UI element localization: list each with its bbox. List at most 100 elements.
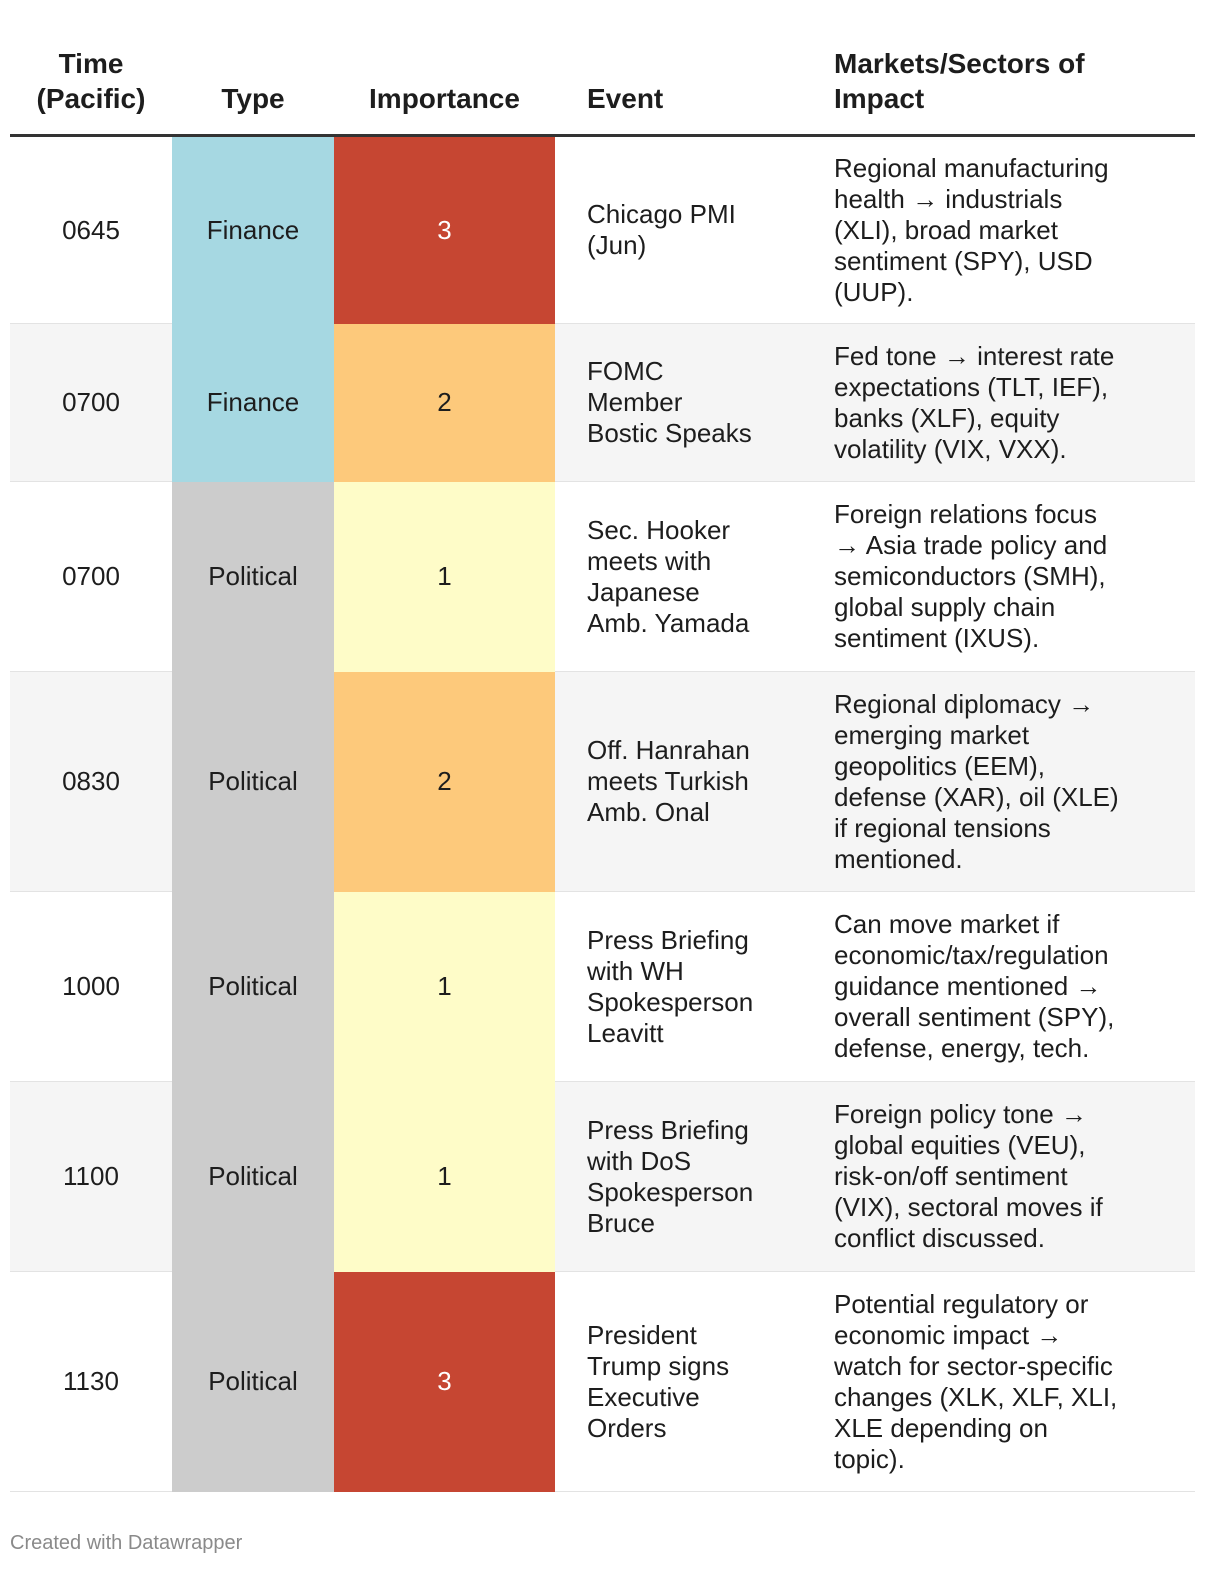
cell-time: 0830: [10, 671, 172, 892]
cell-line: global supply chain: [834, 592, 1056, 622]
cell-type: Political: [172, 891, 334, 1082]
table-body: 0645 Finance 3 Chicago PMI (Jun) Regional man…: [10, 135, 1195, 1492]
cell-type: Finance: [172, 323, 334, 482]
header-importance-label: Importance: [369, 83, 520, 114]
cell-time: 1130: [10, 1271, 172, 1492]
cell-type: Political: [172, 1271, 334, 1492]
cell-type: Political: [172, 1081, 334, 1272]
cell-type: Political: [172, 481, 334, 672]
cell-importance: 2: [334, 323, 555, 482]
header-type-label: Type: [221, 83, 285, 114]
cell-line: Orders: [587, 1412, 667, 1443]
cell-line: Press Briefing: [587, 1114, 749, 1145]
cell-importance: 1: [334, 481, 555, 672]
cell-line: Sec. Hooker: [587, 514, 731, 545]
table-row: 1000 Political 1 Press Briefing with WH Spoke…: [10, 891, 1195, 1082]
cell-line: Amb. Onal: [587, 797, 710, 827]
cell-line: health → industrials: [834, 183, 1063, 214]
cell-line: conflict discussed.: [834, 1223, 1045, 1253]
cell-line: overall sentiment (SPY),: [834, 1002, 1115, 1032]
table-row: 0700 Political 1 Sec. Hooker meets with Japan…: [10, 481, 1195, 672]
cell-line: Bruce: [587, 1207, 655, 1238]
cell-line: economic impact →: [834, 1319, 1063, 1350]
cell-line: Member: [587, 387, 683, 417]
cell-event: FOMC Member Bostic Speaks: [555, 323, 814, 482]
cell-line: sentiment (SPY), USD: [834, 245, 1093, 276]
cell-impact: Regional diplomacy → emerging market geopo…: [814, 671, 1195, 892]
cell-line: semiconductors (SMH),: [834, 561, 1106, 591]
cell-line: Can move market if: [834, 909, 1060, 939]
cell-line: if regional tensions: [834, 812, 1051, 843]
cell-line: Trump signs: [587, 1350, 730, 1381]
cell-line: watch for sector-specific: [834, 1350, 1113, 1381]
cell-line: mentioned.: [834, 843, 963, 874]
table-row: 0830 Political 2 Off. Hanrahan meets Turkish…: [10, 671, 1195, 892]
cell-line: meets with: [587, 545, 712, 576]
header-importance: Importance: [334, 40, 555, 137]
cell-line: (VIX), sectoral moves if: [834, 1192, 1103, 1222]
cell-line: geopolitics (EEM),: [834, 750, 1045, 781]
cell-importance: 3: [334, 135, 555, 324]
cell-line: meets Turkish: [587, 766, 749, 796]
cell-line: Japanese: [587, 576, 700, 607]
events-table: Time (Pacific) Type Importance Event Mar…: [10, 40, 1195, 1492]
cell-line: banks (XLF), equity: [834, 402, 1060, 433]
cell-line: (UUP).: [834, 276, 914, 307]
cell-line: with WH: [587, 955, 684, 986]
cell-line: defense, energy, tech.: [834, 1033, 1090, 1063]
cell-line: Spokesperson: [587, 986, 754, 1017]
cell-line: changes (XLK, XLF, XLI,: [834, 1381, 1118, 1412]
cell-time: 1100: [10, 1081, 172, 1272]
cell-importance: 1: [334, 1081, 555, 1272]
cell-event: Chicago PMI (Jun): [555, 135, 814, 324]
cell-event: President Trump signs Executive Orders: [555, 1271, 814, 1492]
cell-time: 1000: [10, 891, 172, 1082]
header-type: Type: [172, 40, 334, 137]
cell-line: President: [587, 1319, 697, 1350]
cell-time: 0700: [10, 323, 172, 482]
cell-line: expectations (TLT, IEF),: [834, 371, 1109, 402]
footer-credit: Created with Datawrapper: [10, 1532, 243, 1554]
cell-line: Press Briefing: [587, 924, 749, 955]
cell-type: Finance: [172, 135, 334, 324]
cell-impact: Foreign relations focus → Asia trade poli…: [814, 481, 1195, 672]
cell-impact: Can move market if economic/tax/regulatio…: [814, 891, 1195, 1082]
cell-line: sentiment (IXUS).: [834, 623, 1040, 653]
cell-line: Spokesperson: [587, 1176, 754, 1207]
cell-event: Sec. Hooker meets with Japanese Amb. Yamada: [555, 481, 814, 672]
cell-event: Press Briefing with WH Spokesperson Leavitt: [555, 891, 814, 1082]
cell-line: Foreign policy tone →: [834, 1099, 1087, 1129]
cell-time: 0645: [10, 135, 172, 324]
cell-impact: Foreign policy tone → global equities (VE…: [814, 1081, 1195, 1272]
cell-line: economic/tax/regulation: [834, 940, 1109, 970]
cell-importance: 1: [334, 891, 555, 1082]
cell-line: with DoS: [587, 1145, 692, 1176]
cell-line: global equities (VEU),: [834, 1130, 1086, 1160]
cell-line: → Asia trade policy and: [834, 530, 1108, 560]
header-event: Event: [555, 40, 814, 137]
header-event-label: Event: [587, 83, 664, 114]
cell-line: Off. Hanrahan: [587, 735, 750, 765]
header-impact-line-1: Markets/Sectors of: [834, 48, 1085, 79]
cell-line: Leavitt: [587, 1017, 664, 1048]
cell-line: Potential regulatory or: [834, 1288, 1089, 1319]
cell-line: Amb. Yamada: [587, 607, 750, 638]
header-impact-line-2: Impact: [834, 83, 925, 114]
table-row: 0645 Finance 3 Chicago PMI (Jun) Regional man…: [10, 135, 1195, 324]
cell-line: volatility (VIX, VXX).: [834, 433, 1067, 464]
cell-line: defense (XAR), oil (XLE): [834, 781, 1119, 812]
header-impact: Markets/Sectors of Impact: [814, 40, 1195, 137]
cell-impact: Fed tone → interest rate expectations (TL…: [814, 323, 1195, 482]
header-time: Time (Pacific): [10, 40, 172, 137]
cell-line: Foreign relations focus: [834, 499, 1098, 529]
events-table-container: Time (Pacific) Type Importance Event Mar…: [10, 40, 1195, 1492]
header-row: Time (Pacific) Type Importance Event Mar…: [10, 40, 1195, 137]
cell-time: 0700: [10, 481, 172, 672]
cell-type: Political: [172, 671, 334, 892]
header-time-line-1: Time: [58, 48, 124, 79]
cell-impact: Regional manufacturing health → industria…: [814, 135, 1195, 324]
cell-line: Executive: [587, 1381, 700, 1412]
cell-line: Regional diplomacy →: [834, 688, 1095, 719]
cell-line: FOMC: [587, 356, 664, 386]
cell-line: Regional manufacturing: [834, 152, 1109, 183]
